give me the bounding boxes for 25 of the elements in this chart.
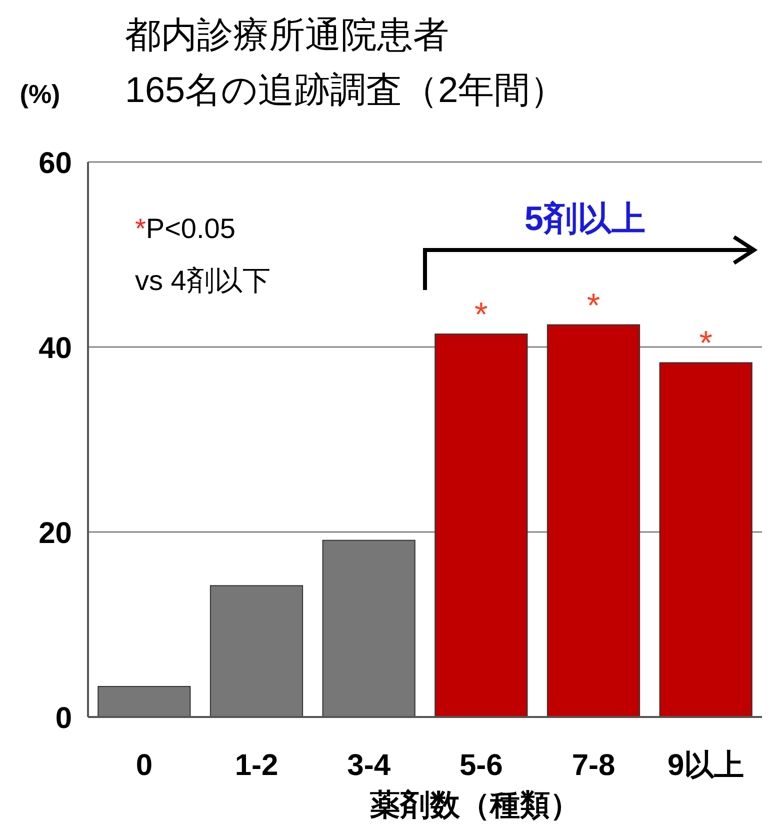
bar [659,362,752,718]
bar [98,686,191,718]
x-tick-label: 3-4 [347,749,391,782]
annotation: 5剤以上 [524,200,646,238]
y-tick-label: 60 [38,147,72,180]
x-tick-label: 0 [136,749,153,782]
annotation: * [699,324,712,363]
bar [210,585,304,718]
x-tick-label: 9以上 [667,749,744,782]
bar [322,540,416,718]
x-axis-title: 薬剤数（種類） [370,788,580,822]
x-tick-label: 1-2 [234,749,278,782]
y-axis-title: (%) [20,79,60,109]
bar [434,334,528,718]
annotation: * [474,296,488,334]
annotation: vs 4剤以下 [135,265,270,296]
annotation: * [586,286,600,325]
annotation: *P<0.05 [135,213,236,244]
y-tick-label: 20 [38,517,72,550]
y-tick-label: 40 [38,332,72,365]
y-tick-label: 0 [55,702,72,735]
bar [546,324,640,718]
x-tick-label: 7-8 [572,749,616,782]
chart-title: 都内診療所通院患者 165名の追跡調査（2年間） [125,14,566,110]
x-tick-label: 5-6 [459,749,503,782]
